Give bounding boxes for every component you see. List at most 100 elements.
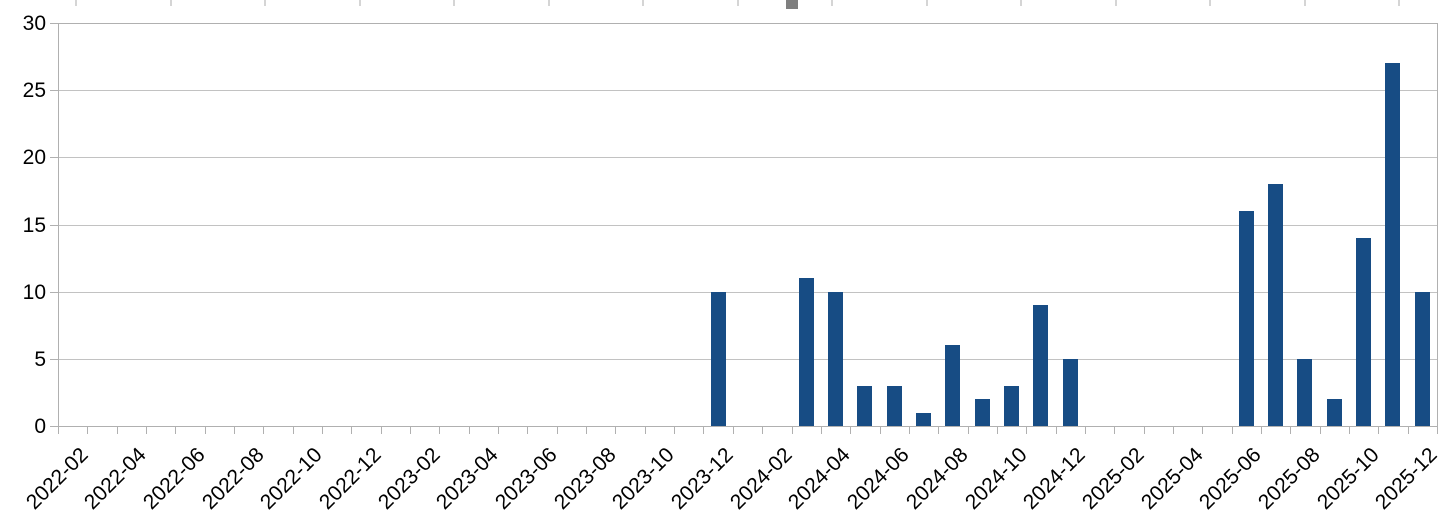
top-tick-mark	[75, 0, 77, 6]
x-axis-label-2024-08: 2024-08	[901, 443, 973, 513]
x-axis-tick	[1260, 427, 1262, 434]
y-axis-tick-20	[50, 157, 58, 159]
x-axis-tick	[1319, 427, 1321, 434]
top-tick-mark	[1303, 0, 1306, 6]
gridline-y-10	[58, 291, 1437, 293]
x-axis-label-2022-10: 2022-10	[256, 443, 327, 513]
x-axis-tick	[263, 427, 265, 434]
bar-2025-09[interactable]	[1326, 399, 1342, 426]
top-tick-mark	[925, 0, 928, 6]
x-axis-tick	[234, 427, 236, 434]
plot-frame-top	[58, 23, 1438, 24]
x-axis-label-2024-06: 2024-06	[842, 443, 914, 513]
bar-2024-04[interactable]	[828, 291, 844, 426]
x-axis-tick	[850, 427, 852, 434]
x-axis-label-2024-10: 2024-10	[960, 443, 1032, 513]
bar-2025-11[interactable]	[1385, 63, 1401, 426]
y-axis-tick-10	[50, 291, 58, 293]
bar-2024-03[interactable]	[798, 278, 814, 426]
x-axis-tick	[996, 427, 998, 434]
x-axis-tick	[1378, 427, 1380, 434]
bar-2024-11[interactable]	[1033, 305, 1049, 426]
x-axis-label-2023-06: 2023-06	[490, 443, 562, 513]
gridline-y-5	[58, 358, 1437, 360]
x-axis-tick	[468, 427, 470, 434]
y-axis-label-30: 30	[22, 12, 46, 35]
x-axis-label-2022-08: 2022-08	[197, 443, 269, 513]
bar-2025-08[interactable]	[1297, 358, 1313, 426]
bar-2025-12[interactable]	[1414, 291, 1430, 426]
x-axis-label-2025-04: 2025-04	[1136, 443, 1208, 513]
bar-2024-05[interactable]	[857, 385, 873, 426]
y-axis-tick-15	[50, 224, 58, 226]
bar-2025-10[interactable]	[1356, 237, 1372, 426]
gridline-y-20	[58, 157, 1437, 159]
x-axis-tick	[1084, 427, 1086, 434]
x-axis-tick	[732, 427, 734, 434]
bar-2024-09[interactable]	[974, 399, 990, 426]
bar-2023-12[interactable]	[710, 291, 726, 426]
x-axis-tick	[791, 427, 793, 434]
x-axis-label-2023-08: 2023-08	[549, 443, 621, 513]
top-tick-mark	[169, 0, 172, 6]
bar-2024-10[interactable]	[1004, 385, 1020, 426]
x-axis-label-2022-02: 2022-02	[21, 443, 93, 513]
top-tick-mark	[1398, 0, 1400, 6]
x-axis-tick	[1172, 427, 1174, 434]
top-tick-mark	[1209, 0, 1211, 6]
plot-frame-right	[1437, 23, 1438, 426]
x-axis-tick	[175, 427, 177, 434]
x-axis-line	[58, 426, 1438, 427]
x-axis-label-2025-12: 2025-12	[1371, 443, 1442, 513]
x-axis-tick	[938, 427, 940, 434]
x-axis-label-2024-04: 2024-04	[784, 443, 856, 513]
x-axis-tick	[1231, 427, 1233, 434]
top-tick-mark	[642, 0, 644, 6]
y-axis-label-5: 5	[34, 347, 46, 371]
x-axis-label-2022-04: 2022-04	[80, 443, 151, 513]
x-axis-label-2023-04: 2023-04	[432, 443, 503, 513]
x-axis-tick	[1026, 427, 1028, 434]
bar-2024-06[interactable]	[886, 385, 902, 426]
x-axis-label-2025-02: 2025-02	[1077, 443, 1149, 513]
x-axis-tick	[351, 427, 353, 434]
x-axis-label-2025-08: 2025-08	[1253, 443, 1325, 513]
x-axis-tick	[1290, 427, 1292, 434]
y-axis-label-0: 0	[34, 415, 46, 438]
y-axis-tick-5	[50, 358, 58, 360]
x-axis-tick	[380, 427, 382, 434]
x-axis-tick	[439, 427, 441, 434]
x-axis-label-2025-06: 2025-06	[1195, 443, 1266, 513]
y-axis-tick-25	[50, 90, 58, 92]
bar-2024-12[interactable]	[1062, 358, 1078, 426]
x-axis-label-2022-06: 2022-06	[138, 443, 210, 513]
x-axis-tick	[146, 427, 148, 434]
x-axis-label-2024-02: 2024-02	[725, 443, 797, 513]
top-tick-mark	[547, 0, 550, 6]
bar-2024-07[interactable]	[916, 412, 932, 426]
x-axis-tick	[967, 427, 969, 434]
bar-2025-06[interactable]	[1238, 211, 1254, 426]
x-axis-label-2025-10: 2025-10	[1312, 443, 1384, 513]
x-axis-tick	[204, 427, 206, 434]
y-axis-line	[58, 23, 59, 426]
x-axis-tick	[1055, 427, 1057, 434]
bar-2024-08[interactable]	[945, 345, 961, 426]
x-axis-tick	[820, 427, 822, 434]
top-tick-mark	[1114, 0, 1117, 6]
top-tick-mark	[831, 0, 833, 6]
x-axis-tick	[1407, 427, 1409, 434]
x-axis-tick	[1114, 427, 1116, 434]
x-axis-tick	[1143, 427, 1145, 434]
x-axis-label-2023-10: 2023-10	[608, 443, 680, 513]
x-axis-tick	[292, 427, 294, 434]
scrollbar-thumb[interactable]	[786, 0, 798, 9]
x-axis-tick	[703, 427, 705, 434]
top-tick-mark	[453, 0, 455, 6]
y-axis-label-15: 15	[22, 213, 46, 237]
x-axis-label-2022-12: 2022-12	[314, 443, 386, 513]
bar-2025-07[interactable]	[1268, 184, 1284, 426]
y-axis-tick-30	[50, 23, 58, 24]
top-tick-mark	[358, 0, 361, 6]
x-axis-tick	[586, 427, 588, 434]
